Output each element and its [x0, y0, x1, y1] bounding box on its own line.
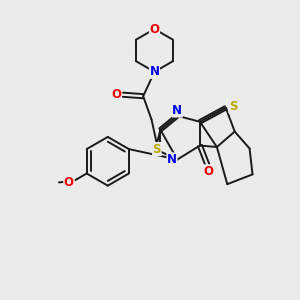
Text: N: N: [167, 153, 177, 166]
Text: O: O: [204, 165, 214, 178]
Text: O: O: [111, 88, 122, 101]
Text: O: O: [64, 176, 74, 189]
Text: O: O: [149, 22, 160, 35]
Text: S: S: [229, 100, 238, 113]
Text: S: S: [153, 142, 161, 156]
Text: N: N: [149, 65, 160, 78]
Text: N: N: [172, 104, 182, 117]
